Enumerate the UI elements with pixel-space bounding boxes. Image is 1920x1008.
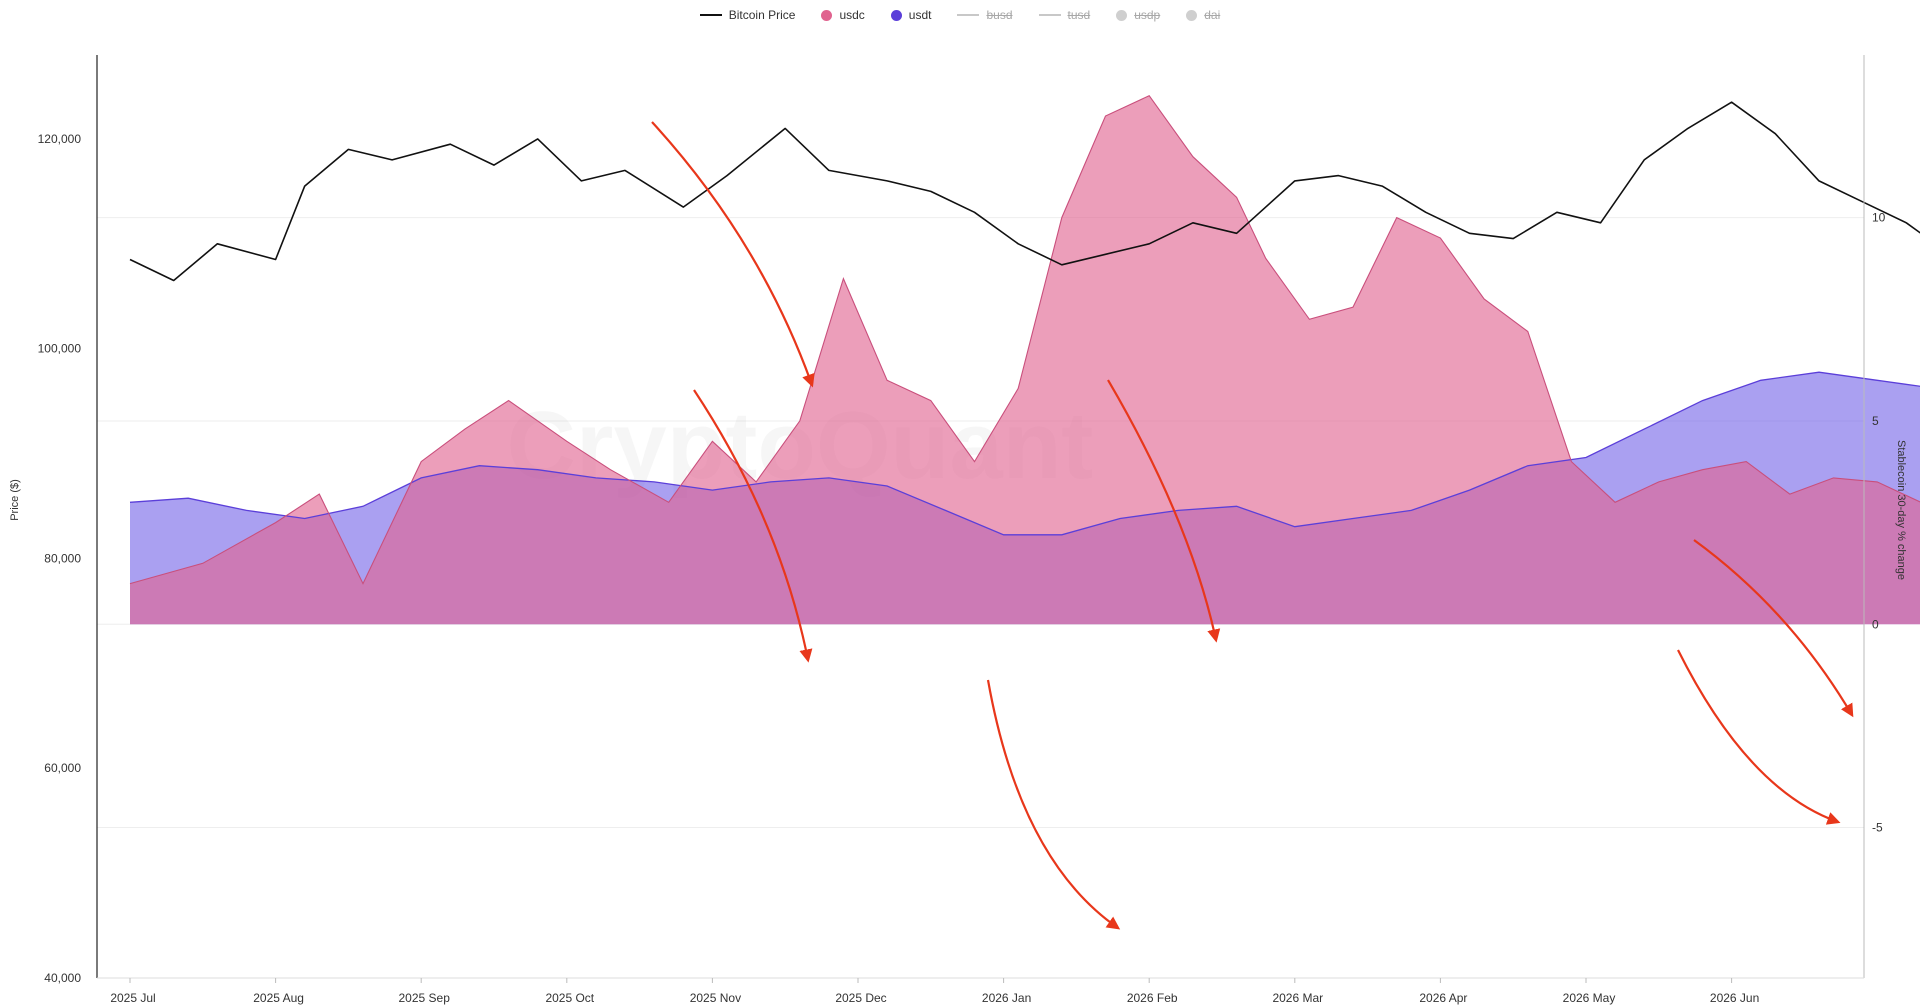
usdt-line (129, 371, 1920, 536)
legend-swatch (1186, 9, 1198, 21)
x-tick-label: 2025 Nov (690, 991, 741, 1005)
legend-label: tusd (1067, 8, 1091, 22)
legend-swatch (890, 9, 902, 21)
legend-label: usdp (1134, 8, 1161, 22)
bitcoin-price-line (129, 101, 1920, 282)
y-tick-label: 40,000 (44, 971, 81, 985)
y-axis-label: Price ($) (9, 479, 21, 521)
legend-label: busd (986, 8, 1013, 22)
y2-tick-label: 10 (1872, 211, 1886, 225)
trend-arrow (986, 679, 1121, 930)
trend-arrows (651, 121, 1854, 930)
chart-legend: Bitcoin Price usdc usdt busd tusd usdp dai (0, 8, 1920, 22)
series-lines (129, 95, 1920, 585)
legend-label: usdt (908, 8, 932, 22)
y-tick-label: 60,000 (44, 761, 81, 775)
trend-arrow (1677, 649, 1841, 825)
y-tick-label: 100,000 (38, 342, 82, 356)
legend-label: dai (1204, 8, 1221, 22)
x-tick-label: 2025 Sep (399, 991, 451, 1005)
y2-tick-label: -5 (1872, 821, 1883, 835)
legend-item-busd[interactable]: busd (957, 8, 1013, 22)
legend-swatch (1038, 14, 1061, 16)
y-tick-label: 80,000 (44, 551, 81, 565)
x-tick-label: 2026 Jun (1710, 991, 1759, 1005)
trend-arrow (651, 121, 815, 388)
series-areas (130, 95, 1920, 625)
trend-arrow (1107, 379, 1221, 643)
usdc-line (129, 95, 1920, 585)
x-tick-label: 2026 Feb (1127, 991, 1178, 1005)
legend-item-usdt[interactable]: usdt (890, 8, 932, 22)
x-tick-label: 2026 Jan (982, 991, 1031, 1005)
legend-swatch (699, 14, 722, 16)
legend-item-dai[interactable]: dai (1186, 8, 1220, 22)
x-tick-label: 2025 Oct (545, 991, 594, 1005)
legend-item-usdp[interactable]: usdp (1116, 8, 1160, 22)
trend-arrow (693, 389, 813, 663)
y2-tick-label: 5 (1872, 414, 1879, 428)
legend-item-bitcoin-price[interactable]: Bitcoin Price (699, 8, 796, 22)
y2-axis-label: Stablecoin 30-day % change (1895, 440, 1907, 580)
legend-swatch (1116, 9, 1128, 21)
legend-label: Bitcoin Price (728, 8, 796, 22)
x-tick-label: 2026 May (1563, 991, 1616, 1005)
x-tick-label: 2025 Jul (110, 991, 155, 1005)
x-tick-label: 2025 Aug (253, 991, 304, 1005)
trend-arrow (1693, 539, 1854, 718)
x-tick-label: 2026 Apr (1419, 991, 1467, 1005)
y2-tick-label: 0 (1872, 617, 1879, 631)
axes: 40,000 60,000 80,000 100,000 120,000 -5 0 5 10 20… (38, 55, 1886, 1005)
x-tick-label: 2026 Mar (1272, 991, 1323, 1005)
legend-item-usdc[interactable]: usdc (821, 8, 865, 22)
usdc-area (130, 95, 1920, 625)
legend-swatch (957, 14, 980, 16)
y-tick-label: 120,000 (38, 132, 82, 146)
legend-swatch (821, 9, 833, 21)
legend-item-tusd[interactable]: tusd (1038, 8, 1091, 22)
legend-label: usdc (839, 8, 865, 22)
x-tick-label: 2025 Dec (835, 991, 886, 1005)
